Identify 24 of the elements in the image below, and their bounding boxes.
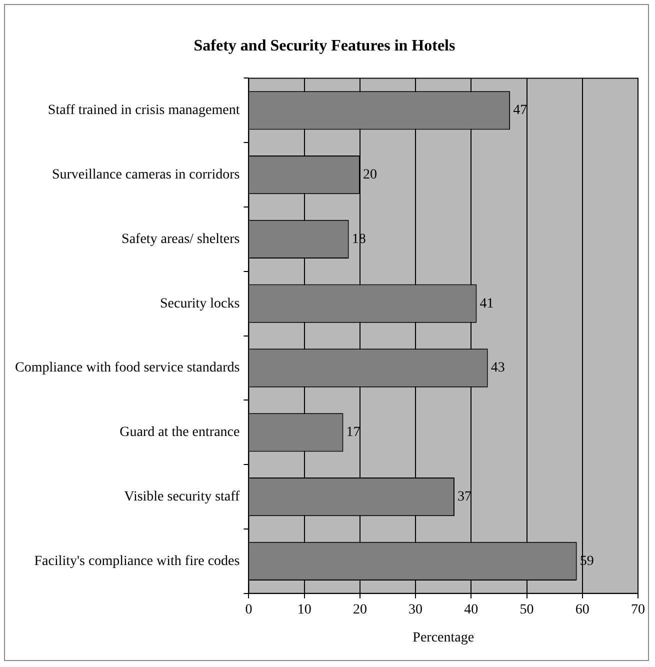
x-tick-label: 10 [297, 602, 312, 618]
y-tick-label: Security locks [160, 296, 240, 312]
x-tick-label: 70 [631, 602, 645, 618]
data-label: 41 [480, 296, 494, 312]
x-tick-label: 60 [575, 602, 590, 618]
y-tick-label: Staff trained in crisis management [48, 103, 240, 118]
data-label: 43 [490, 360, 505, 376]
data-label: 20 [362, 167, 377, 182]
x-tick-label: 20 [352, 602, 367, 618]
y-tick-label: Safety areas/ shelters [122, 232, 240, 247]
x-tick-label: 40 [464, 602, 478, 618]
y-tick-label: Guard at the entrance [120, 425, 240, 440]
data-label: 47 [513, 103, 528, 118]
y-tick-label: Facility's compliance with fire codes [34, 554, 240, 569]
y-tick-label: Compliance with food service standards [15, 360, 240, 376]
data-label: 37 [457, 489, 472, 504]
x-axis-title: Percentage [412, 630, 474, 646]
chart-title: Safety and Security Features in Hotels [194, 38, 456, 55]
x-tick-label: 30 [408, 602, 423, 618]
y-tick-label: Surveillance cameras in corridors [52, 167, 240, 182]
x-tick-label: 50 [520, 602, 534, 618]
x-tick-label: 0 [245, 602, 252, 618]
data-label: 17 [346, 425, 360, 440]
y-tick-label: Visible security staff [124, 489, 240, 504]
